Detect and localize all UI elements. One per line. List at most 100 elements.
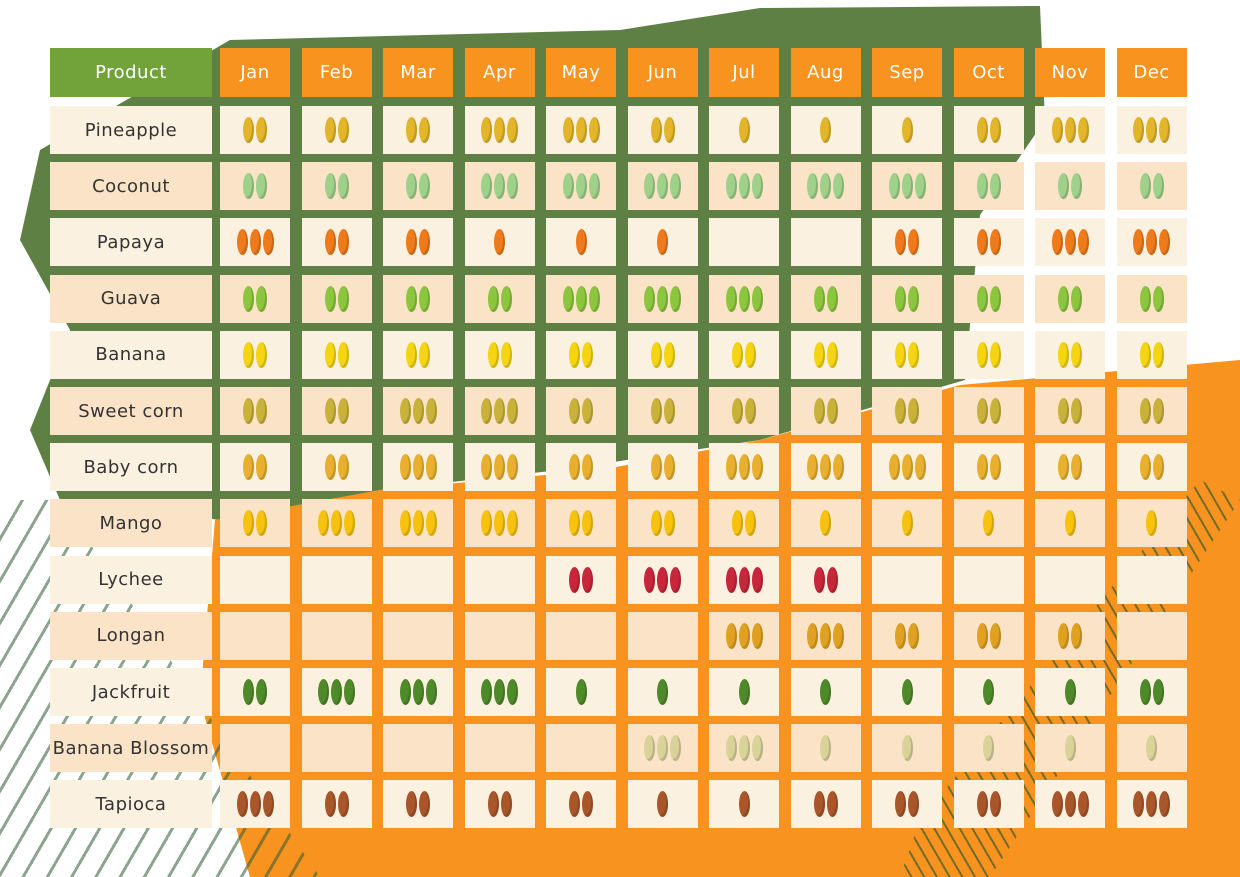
- pineapple-icon: [820, 117, 831, 143]
- tapioca-icon: [569, 791, 580, 818]
- coconut-icon: [670, 173, 681, 200]
- banana-blossom-icon: [644, 735, 655, 762]
- mango-icon: [732, 510, 743, 537]
- availability-cell: [709, 274, 779, 323]
- availability-cell: [953, 499, 1024, 548]
- availability-cell: [709, 218, 779, 267]
- availability-cell: [301, 611, 372, 660]
- coconut-icon: [1071, 173, 1082, 200]
- sweet-corn-icon: [908, 398, 919, 424]
- sweet-corn-icon: [813, 398, 825, 424]
- availability-cell: [220, 555, 290, 604]
- availability-cell: [383, 443, 453, 492]
- availability-cell: [953, 780, 1024, 829]
- papaya-icon: [1051, 229, 1063, 256]
- availability-cell: [220, 106, 290, 154]
- product-label: Guava: [50, 274, 212, 323]
- availability-cell: [546, 443, 616, 492]
- product-label: Tapioca: [50, 780, 212, 829]
- baby-corn-icon: [399, 454, 411, 481]
- sweet-corn-icon: [481, 398, 492, 424]
- availability-cell: [953, 274, 1024, 323]
- banana-blossom-icon: [820, 735, 831, 762]
- longan-icon: [820, 622, 831, 649]
- banana-icon: [1071, 341, 1082, 368]
- availability-cell: [953, 218, 1024, 267]
- baby-corn-icon: [243, 454, 254, 481]
- sweet-corn-icon: [1139, 398, 1151, 424]
- availability-cell: [1116, 387, 1187, 435]
- pineapple-icon: [256, 117, 267, 143]
- baby-corn-icon: [412, 454, 424, 481]
- availability-cell: [953, 106, 1024, 154]
- product-label: Lychee: [50, 555, 212, 604]
- availability-cell: [1116, 218, 1187, 267]
- availability-cell: [872, 106, 942, 154]
- availability-cell: [464, 668, 535, 716]
- banana-icon: [895, 341, 906, 368]
- sweet-corn-icon: [1058, 398, 1069, 424]
- availability-cell: [627, 443, 698, 492]
- coconut-icon: [507, 173, 518, 200]
- coconut-icon: [833, 173, 844, 200]
- guava-icon: [813, 285, 825, 312]
- baby-corn-icon: [582, 454, 593, 481]
- tapioca-icon: [1146, 791, 1157, 818]
- availability-cell: [953, 555, 1024, 604]
- availability-cell: [627, 162, 698, 211]
- availability-cell: [383, 162, 453, 211]
- availability-cell: [709, 330, 779, 379]
- availability-cell: [1116, 330, 1187, 379]
- banana-blossom-icon: [751, 735, 763, 762]
- pineapple-icon: [1051, 117, 1063, 143]
- banana-blossom-icon: [738, 735, 750, 762]
- tapioca-icon: [487, 791, 499, 818]
- lychee-icon: [569, 566, 580, 593]
- baby-corn-icon: [481, 454, 492, 481]
- jackfruit-icon: [1064, 679, 1076, 705]
- banana-icon: [732, 341, 743, 368]
- tapioca-icon: [989, 791, 1001, 818]
- baby-corn-icon: [914, 454, 926, 481]
- availability-cell: [464, 555, 535, 604]
- tapioca-icon: [1051, 791, 1063, 818]
- banana-blossom-icon: [670, 735, 681, 762]
- banana-icon: [989, 341, 1001, 368]
- banana-icon: [908, 341, 919, 368]
- lychee-icon: [826, 566, 838, 593]
- availability-cell: [790, 274, 861, 323]
- availability-cell: [220, 218, 290, 267]
- availability-cell: [220, 668, 290, 716]
- baby-corn-icon: [751, 454, 763, 481]
- availability-cell: [1116, 611, 1187, 660]
- sweet-corn-icon: [826, 398, 838, 424]
- baby-corn-icon: [820, 454, 831, 481]
- availability-cell: [546, 668, 616, 716]
- pineapple-icon: [976, 117, 988, 143]
- tapioca-icon: [419, 791, 430, 818]
- month-header-aug: Aug: [790, 48, 861, 97]
- guava-icon: [725, 285, 737, 312]
- mango-icon: [481, 510, 492, 537]
- product-label: Pineapple: [50, 106, 212, 154]
- availability-cell: [1116, 106, 1187, 154]
- availability-cell: [546, 387, 616, 435]
- papaya-icon: [236, 229, 248, 256]
- availability-cell: [1116, 274, 1187, 323]
- availability-cell: [464, 387, 535, 435]
- jackfruit-icon: [425, 679, 437, 705]
- availability-cell: [1035, 330, 1105, 379]
- longan-icon: [1071, 622, 1082, 649]
- papaya-icon: [1159, 229, 1170, 256]
- sweet-corn-icon: [425, 398, 437, 424]
- baby-corn-icon: [1152, 454, 1164, 481]
- jackfruit-icon: [657, 679, 668, 705]
- coconut-icon: [914, 173, 926, 200]
- availability-cell: [383, 218, 453, 267]
- banana-icon: [650, 341, 662, 368]
- availability-cell: [1035, 218, 1105, 267]
- availability-cell: [790, 499, 861, 548]
- availability-cell: [220, 162, 290, 211]
- availability-cell: [1035, 555, 1105, 604]
- coconut-icon: [751, 173, 763, 200]
